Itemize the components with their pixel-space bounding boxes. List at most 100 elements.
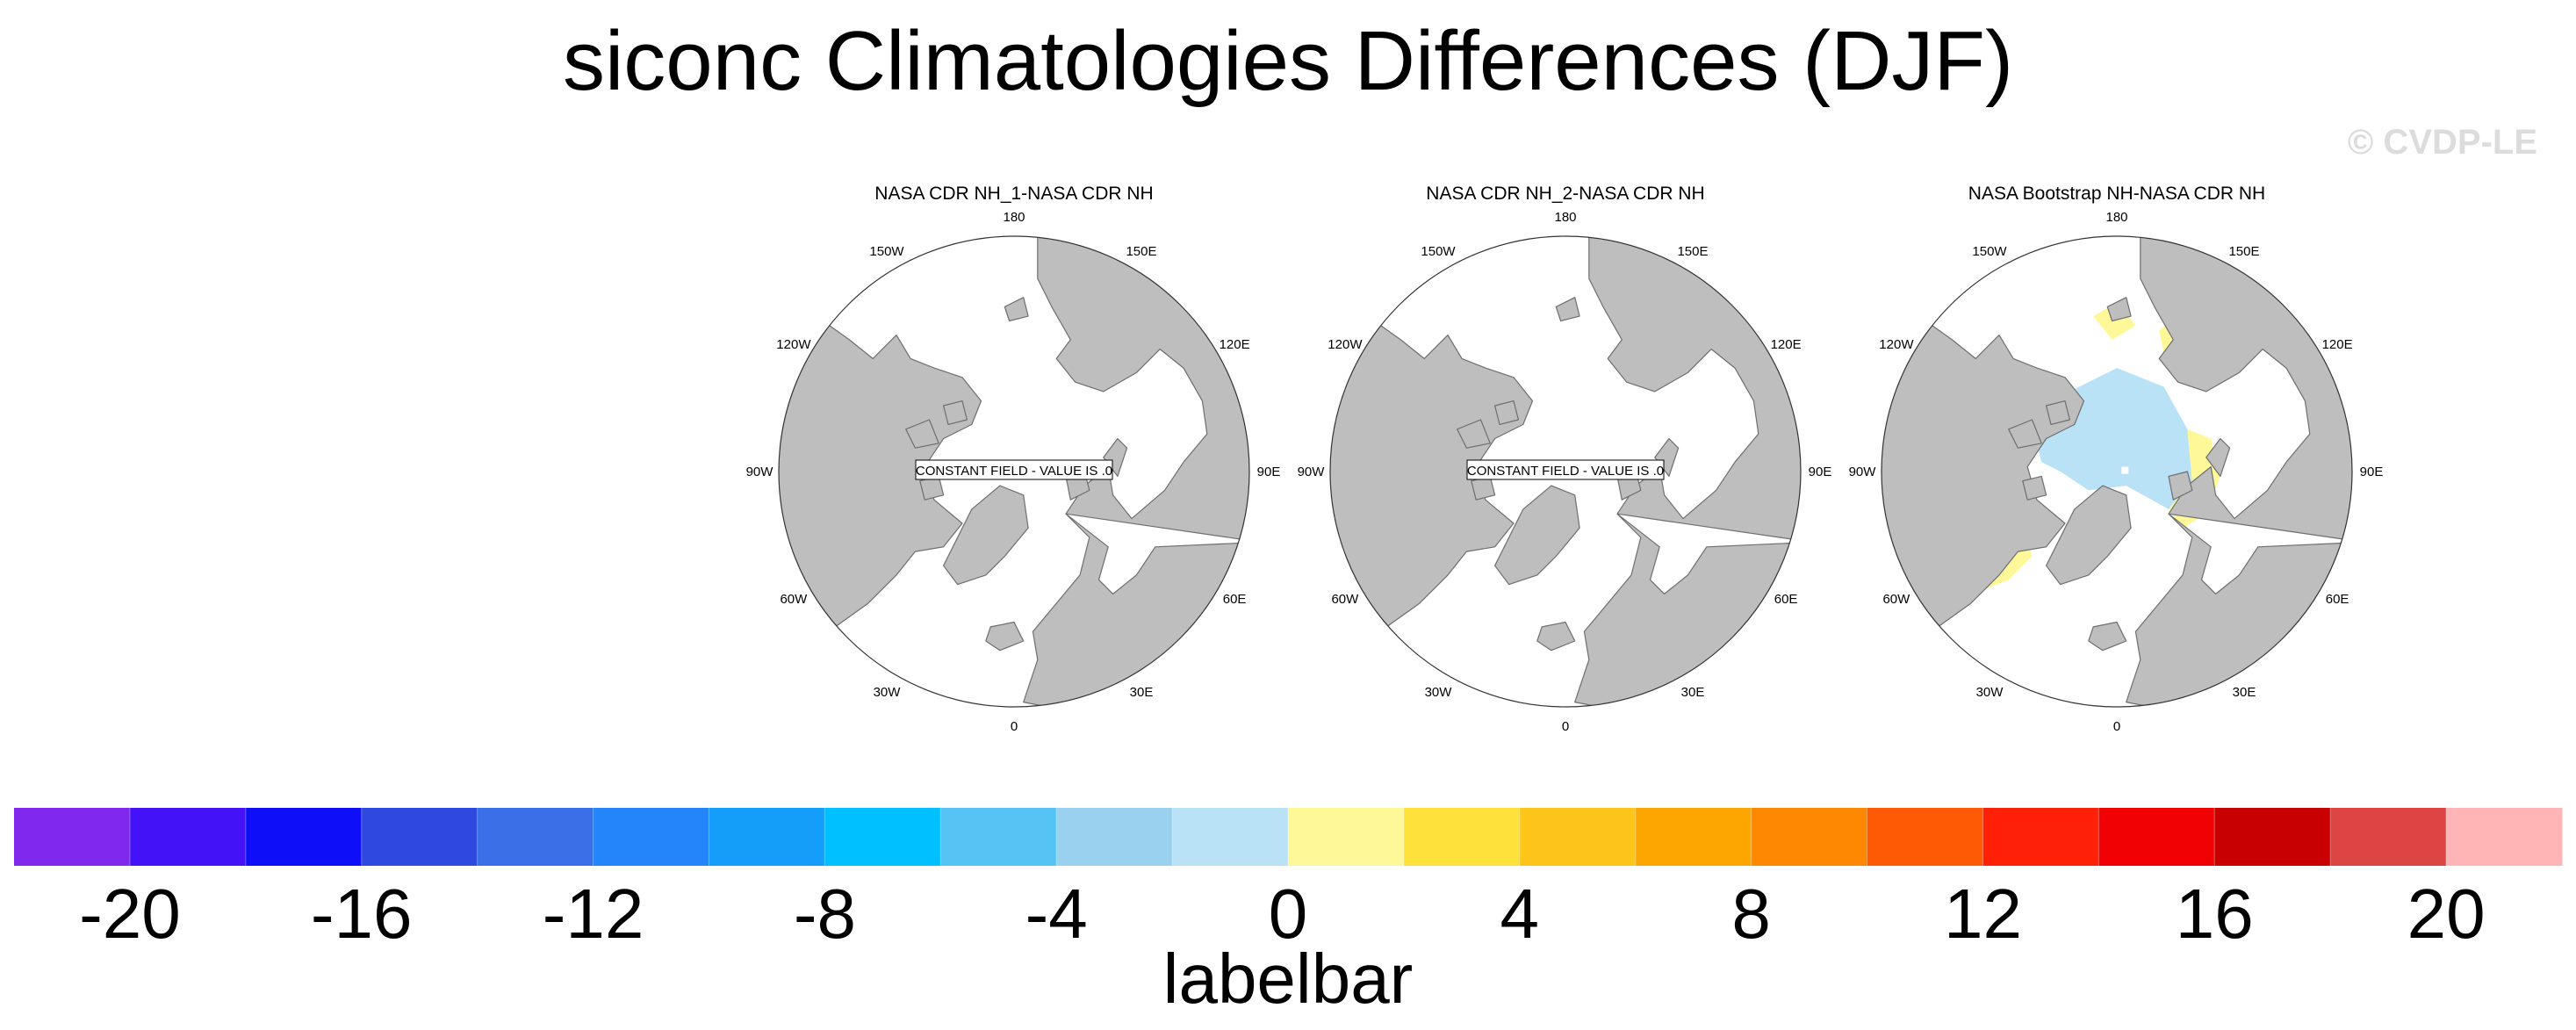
land [2205,437,2231,478]
map-panel: NASA CDR NH_2-NASA CDR NH 180 150E 120E 90E 6… [1298,184,1832,734]
longitude-label: 90W [1849,465,1877,479]
longitude-label: 90W [1298,465,1326,479]
map-boundary [778,235,1250,708]
colorbar-swatch [593,808,709,866]
longitude-label: 30W [1425,685,1453,700]
colorbar-tick-label: 16 [2176,875,2254,953]
colorbar-tick-label: -8 [794,875,856,953]
longitude-label: 60W [1882,592,1910,607]
land [1493,485,1580,586]
longitude-label: 150W [1972,244,2007,259]
map-panel: NASA Bootstrap NH-NASA CDR NH 180 150E 120E… [1849,184,2384,734]
colorbar-swatch [2098,808,2215,866]
colorbar-swatch [245,808,363,866]
land [1555,297,1580,322]
longitude-label: 30E [1130,685,1154,700]
colorbar-tick-label: 0 [1269,875,1308,953]
pole-gap [2121,466,2129,474]
longitude-label: 30E [1681,685,1705,700]
map-content [1330,236,1801,707]
constant-field-box [1466,459,1665,480]
land [2008,419,2042,449]
ice-diff-positive [2093,302,2136,340]
land [942,485,1029,586]
land [1457,419,1491,449]
colorbar-swatch [824,808,941,866]
longitude-label: 180 [1003,210,1025,225]
colorbar-tick-label: -16 [311,875,413,953]
longitude-label: 150E [2228,244,2259,259]
colorbar-swatch [1519,808,1637,866]
longitude-label: 120E [2322,337,2353,352]
land [2022,475,2047,501]
longitude-label: 30W [1976,685,2004,700]
panel-title: NASA Bootstrap NH-NASA CDR NH [1968,184,2265,204]
colorbar-swatch [709,808,825,866]
land [2106,297,2132,322]
colorbar-swatch [129,808,247,866]
longitude-label: 90E [1809,465,1832,479]
figure-title: siconc Climatologies Differences (DJF) [562,14,2014,108]
longitude-label: 150E [1126,244,1156,259]
longitude-label: 150W [869,244,904,259]
colorbar-swatch [1635,808,1752,866]
longitude-label: 120W [1328,337,1363,352]
longitude-label: 120W [1879,337,1914,352]
land [1536,621,1576,652]
map-boundary [1881,235,2353,708]
panel-title: NASA CDR NH_1-NASA CDR NH [874,184,1153,204]
land [1103,437,1128,478]
colorbar-swatch [1288,808,1405,866]
colorbar-tick-label: 4 [1500,875,1540,953]
colorbar-swatch [1172,808,1289,866]
longitude-label: 0 [1011,719,1018,734]
longitude-label: 150E [1677,244,1708,259]
panel-title: NASA CDR NH_2-NASA CDR NH [1426,184,1704,204]
longitude-label: 120E [1220,337,1250,352]
constant-field-label: CONSTANT FIELD - VALUE IS .0 [916,464,1112,479]
land [779,311,982,628]
colorbar-title: labelbar [1163,940,1414,1018]
longitude-label: 120W [776,337,811,352]
longitude-label: 180 [2105,210,2127,225]
longitude-label: 180 [1554,210,1576,225]
longitude-label: 0 [2113,719,2120,734]
colorbar-tick-label: 20 [2407,875,2486,953]
longitude-label: 60E [1774,592,1798,607]
longitude-label: 60E [2326,592,2349,607]
land [2046,485,2132,586]
colorbar-tick-label: 8 [1731,875,1771,953]
colorbar-tick-label: -12 [543,875,644,953]
land [2088,621,2127,652]
longitude-label: 150W [1421,244,1456,259]
land [2168,471,2193,501]
map-panel: NASA CDR NH_1-NASA CDR NH 180 150E 120E 90E 6… [746,184,1281,734]
colorbar-swatch [2214,808,2331,866]
colorbar-swatch [2330,808,2447,866]
land [2046,400,2070,425]
constant-field-box [915,459,1113,480]
map-content [1882,236,2352,707]
longitude-label: 90W [746,465,774,479]
colorbar-swatch [1867,808,1983,866]
land [985,621,1025,652]
colorbar-swatch [940,808,1057,866]
colorbar: -20 -16 -12 -8 -4 0 4 8 12 16 20 labelbar [14,808,2563,1018]
colorbar-tick-label: 12 [1944,875,2022,953]
colorbar-swatch [477,808,594,866]
land [942,400,968,425]
colorbar-swatch [14,808,131,866]
land [1882,311,2085,628]
land [1654,437,1680,478]
land [905,419,939,449]
longitude-label: 60E [1223,592,1247,607]
land [1330,311,1534,628]
colorbar-swatch [2446,808,2563,866]
longitude-label: 90E [2360,465,2384,479]
colorbar-tick-label: -20 [79,875,181,953]
longitude-label: 60W [1331,592,1359,607]
constant-field-label: CONSTANT FIELD - VALUE IS .0 [1467,464,1664,479]
longitude-label: 90E [1257,465,1281,479]
